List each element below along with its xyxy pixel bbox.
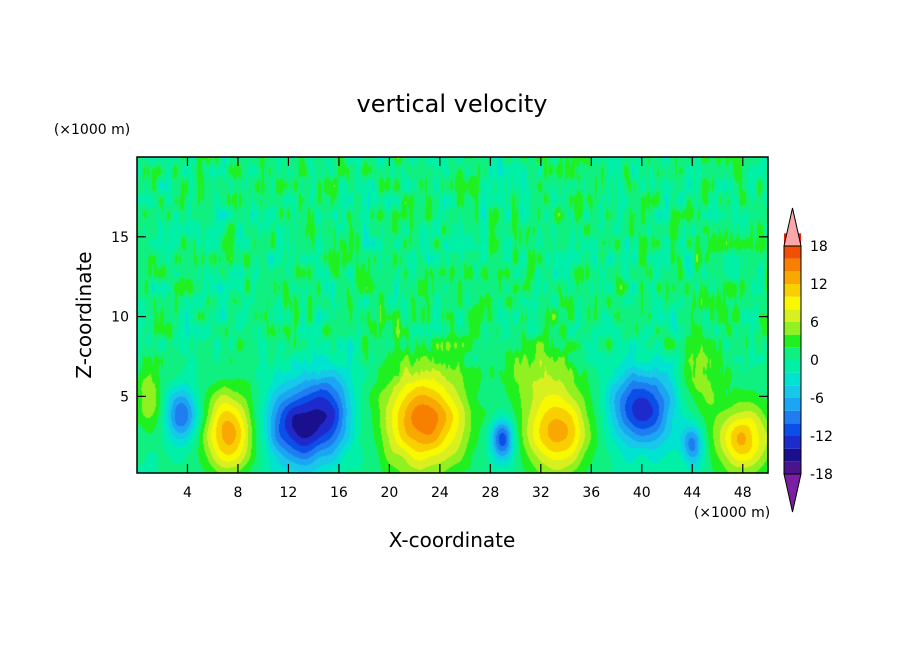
x-axis-label: X-coordinate — [389, 528, 516, 552]
x-tick-label: 20 — [380, 485, 398, 501]
velocity-field — [137, 157, 768, 473]
x-tick-label: 4 — [183, 485, 192, 501]
x-tick-label: 24 — [431, 485, 449, 501]
y-tick-label: 10 — [111, 310, 129, 326]
x-tick-label: 44 — [683, 485, 701, 501]
colorbar-band — [784, 258, 801, 272]
x-tick-label: 40 — [633, 485, 651, 501]
y-axis: 5 10 15 — [111, 230, 768, 405]
colorbar-tick-label: -18 — [810, 467, 833, 483]
colorbar-band — [784, 296, 801, 310]
colorbar-band — [784, 410, 801, 424]
x-tick-label: 36 — [582, 485, 600, 501]
colorbar-band — [784, 334, 801, 348]
colorbar-band — [784, 271, 801, 284]
colorbar-band — [784, 448, 801, 462]
colorbar-band — [784, 284, 801, 297]
colorbar-band — [784, 398, 801, 411]
x-tick-label: 8 — [233, 485, 242, 501]
y-tick-label: 5 — [120, 389, 129, 405]
colorbar-upper-extension — [783, 207, 802, 247]
y-unit-label: (×1000 m) — [54, 122, 130, 138]
x-tick-label: 16 — [330, 485, 348, 501]
colorbar: 18 12 6 0 -6 -12 -18 — [783, 207, 833, 513]
colorbar-tick-label: 18 — [810, 239, 828, 255]
colorbar-band — [784, 246, 801, 259]
colorbar-tick-label: 0 — [810, 353, 819, 369]
colorbar-band — [784, 436, 801, 449]
colorbar-tick-label: -12 — [810, 429, 833, 445]
colorbar-band — [784, 347, 801, 360]
colorbar-frame — [783, 245, 802, 475]
x-tick-label: 32 — [532, 485, 550, 501]
colorbar-band — [784, 423, 801, 436]
colorbar-band — [784, 461, 801, 474]
colorbar-band — [784, 322, 801, 335]
colorbar-band — [784, 372, 801, 386]
colorbar-lower-extension — [783, 473, 802, 513]
colorbar-tick-label: 6 — [810, 315, 819, 331]
colorbar-tick-label: -6 — [810, 391, 824, 407]
x-unit-label: (×1000 m) — [694, 505, 770, 521]
y-axis-label: Z-coordinate — [72, 251, 96, 378]
x-tick-label: 48 — [734, 485, 752, 501]
x-axis: 4 8 12 16 20 24 28 32 36 40 44 48 — [183, 157, 752, 501]
colorbar-band — [784, 309, 801, 322]
plot-frame — [136, 156, 769, 474]
colorbar-band — [784, 360, 801, 373]
x-tick-label: 12 — [280, 485, 298, 501]
colorbar-band — [784, 385, 801, 398]
chart-title: vertical velocity — [357, 90, 548, 118]
y-tick-label: 15 — [111, 230, 129, 246]
x-tick-label: 28 — [481, 485, 499, 501]
colorbar-tick-label: 12 — [810, 277, 828, 293]
